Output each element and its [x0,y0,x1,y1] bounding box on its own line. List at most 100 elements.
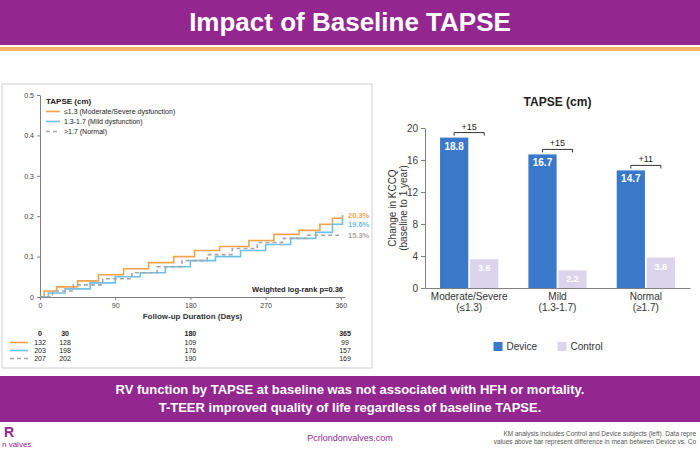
plot-bars [440,138,675,288]
x-tick: 270 [260,297,272,309]
x-tick-mark [190,297,191,300]
y-tick-mark [37,176,40,177]
y-tick-mark [421,224,425,225]
slide-title: Impact of Baseline TAPSE [189,7,511,37]
y-tick-mark [37,257,40,258]
data-label: 3.6 [478,263,491,273]
y-tick: 0 [412,283,425,294]
x-tick: 360 [335,297,347,309]
risk-count: 132 [34,339,46,346]
difference-label: +15 [462,122,477,132]
legend-label: Device [507,341,538,352]
y-tick-mark [421,288,425,289]
x-tick: Moderate/Severe(≤1.3) [431,288,508,313]
banner-text: T-TEER improved quality of life regardle… [159,400,542,415]
x-axis-line [41,297,346,298]
y-tick-mark [421,256,425,257]
y-tick-label: 8 [412,219,418,230]
annotation: Weighted log-rank p=0.36 [252,285,343,294]
end-label: 15.3% [348,231,370,240]
legend-label: Control [571,341,603,352]
x-axis-title: Follow-up Duration (Days) [143,312,243,321]
km-curve [40,215,342,297]
slide: Impact of Baseline TAPSERV function by T… [0,0,700,450]
bar [470,259,498,288]
x-tick-mark [115,297,116,300]
y-tick: 0.5 [24,92,40,99]
y-tick-mark [37,135,40,136]
footnote: values above bar represent difference in… [494,438,697,446]
title-bar [0,0,700,45]
y-tick-label: 0.3 [24,173,34,180]
risk-count: 157 [339,347,351,354]
risk-count: 128 [59,339,71,346]
km-curve [40,235,342,297]
logo-text: R [4,424,14,440]
legend-swatch [46,121,60,123]
x-axis: 0 90 180 270 360 [39,297,348,309]
bar [440,138,468,288]
x-tick-label: 0 [39,302,43,309]
end-label: 20.3% [348,211,370,220]
y-tick-mark [421,160,425,161]
legend-title: TAPSE (cm) [46,97,92,106]
data-label: 2.2 [566,274,579,284]
risk-row-swatch [10,342,28,344]
legend-swatch [558,342,567,351]
title-underline [0,47,700,51]
x-tick: Normal(≥1.7) [630,288,662,313]
chart-panel [2,84,372,368]
x-tick: 90 [112,297,120,309]
y-tick: 20 [407,123,425,134]
y-tick: 16 [407,155,425,166]
difference-bracket [454,133,484,136]
legend-swatch [494,342,503,351]
y-tick: 0.3 [24,173,40,180]
y-tick: 0.4 [24,132,40,139]
x-axis-line [426,288,691,289]
y-tick-mark [37,95,40,96]
km-curve [40,218,342,297]
risk-row-swatch [10,358,28,360]
bar [617,170,645,288]
x-tick-label: Moderate/Severe(≤1.3) [431,291,508,313]
y-tick-label: 0.1 [24,253,34,260]
risk-count: 202 [59,355,71,362]
x-tick-mark [266,297,267,300]
difference-label: +15 [550,138,565,148]
x-axis: Moderate/Severe(≤1.3)Mild(1.3-1.7)Normal… [426,288,691,313]
x-tick: 180 [185,297,197,309]
plot-lines [40,215,342,297]
y-tick-label: 0 [30,294,34,301]
y-tick: 4 [412,251,425,262]
y-tick-label: 16 [407,155,419,166]
y-tick-mark [421,192,425,193]
data-label: 14.7 [621,173,641,184]
x-tick-label: 360 [335,302,347,309]
risk-count: 203 [34,347,46,354]
bar [558,270,586,288]
risk-count: 198 [59,347,71,354]
y-tick-label: 0 [412,283,418,294]
legend-swatch [46,131,60,133]
banner [0,376,700,422]
difference-bracket [542,149,572,152]
legend-label: ≤1.3 (Moderate/Severe dysfunction) [64,108,175,116]
risk-time: 365 [339,330,351,337]
difference-label: +11 [639,154,654,164]
y-tick-label: 0.4 [24,132,34,139]
y-axis-line [425,129,426,289]
end-label: 19.6% [348,220,370,229]
y-tick-mark [421,128,425,129]
y-tick: 12 [407,187,425,198]
chart-title: TAPSE (cm) [524,95,592,109]
y-tick: 0.1 [24,253,40,260]
y-tick-mark [37,297,40,298]
difference-bracket [631,165,661,168]
footnote: KM analysis includes Control and Device … [503,430,696,438]
legend-label: >1.7 (Normal) [64,128,107,136]
y-axis-line [40,96,41,298]
risk-count: 176 [185,347,197,354]
y-tick: 0 [30,294,40,301]
data-label: 16.7 [533,157,553,168]
